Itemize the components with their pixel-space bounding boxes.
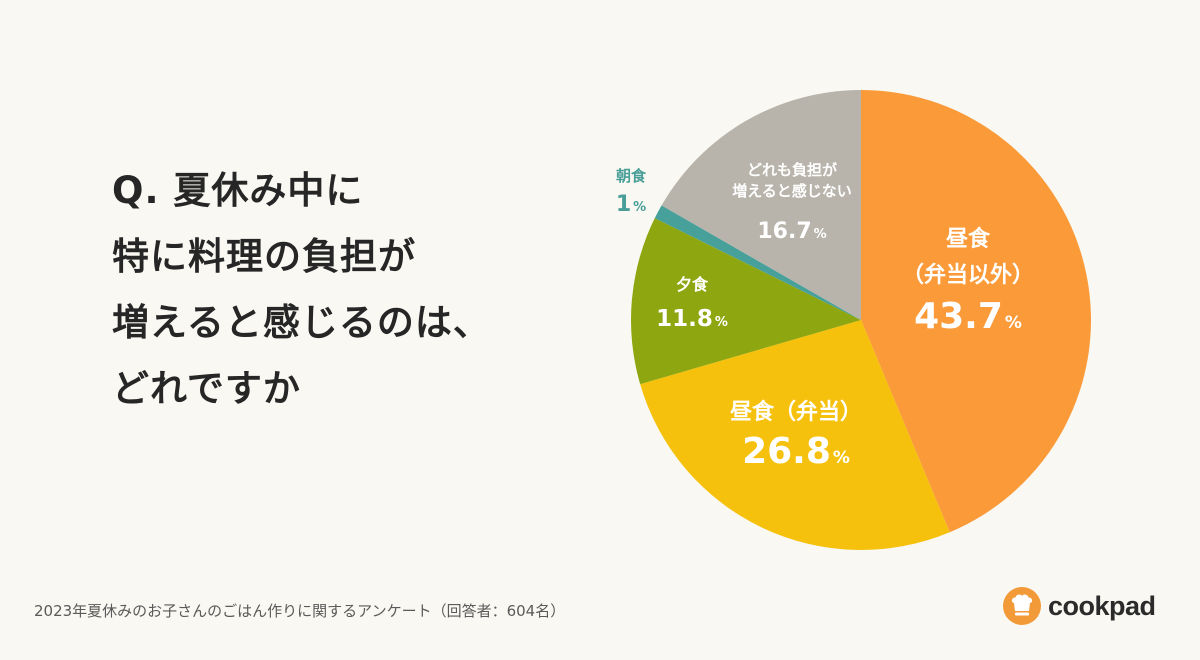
question-line-2: 特に料理の負担が — [112, 235, 416, 278]
slice-label-1-line-1: 昼食 — [946, 226, 991, 252]
slice-value-5: 16.7% — [757, 219, 826, 244]
slice-label-3-line-1: 夕食 — [676, 275, 709, 294]
survey-footnote: 2023年夏休みのお子さんのごはん作りに関するアンケート（回答者：604名） — [34, 602, 566, 620]
pie-slice-2 — [640, 320, 950, 550]
pie-slice-3 — [630, 218, 861, 385]
question-title: Q. 夏休み中に 特に料理の負担が 増えると感じるのは、 どれですか — [112, 158, 491, 422]
pie-slice-1 — [861, 90, 1091, 533]
slice-label-5-line-2: 増えると感じない — [732, 182, 852, 200]
brand-name: cookpad — [1048, 590, 1156, 621]
slice-value-1: 43.7% — [914, 296, 1022, 337]
pie-slice-5 — [661, 90, 861, 320]
slice-label-4-line-1: 朝食 — [616, 167, 647, 185]
slice-value-2: 26.8% — [742, 431, 850, 472]
slice-value-3: 11.8% — [656, 306, 728, 332]
chef-hat-icon — [1003, 587, 1041, 625]
question-line-1: Q. 夏休み中に — [112, 169, 364, 212]
question-line-3: 増えると感じるのは、 — [112, 301, 491, 344]
slice-label-2-line-1: 昼食（弁当） — [730, 399, 862, 425]
brand-logo: cookpad — [1002, 586, 1156, 626]
pie-slice-4 — [654, 205, 861, 320]
slice-label-1-line-2: （弁当以外） — [902, 262, 1034, 288]
slice-value-4: 1% — [616, 192, 646, 217]
question-line-4: どれですか — [112, 367, 301, 410]
slice-label-5-line-1: どれも負担が — [747, 161, 838, 179]
